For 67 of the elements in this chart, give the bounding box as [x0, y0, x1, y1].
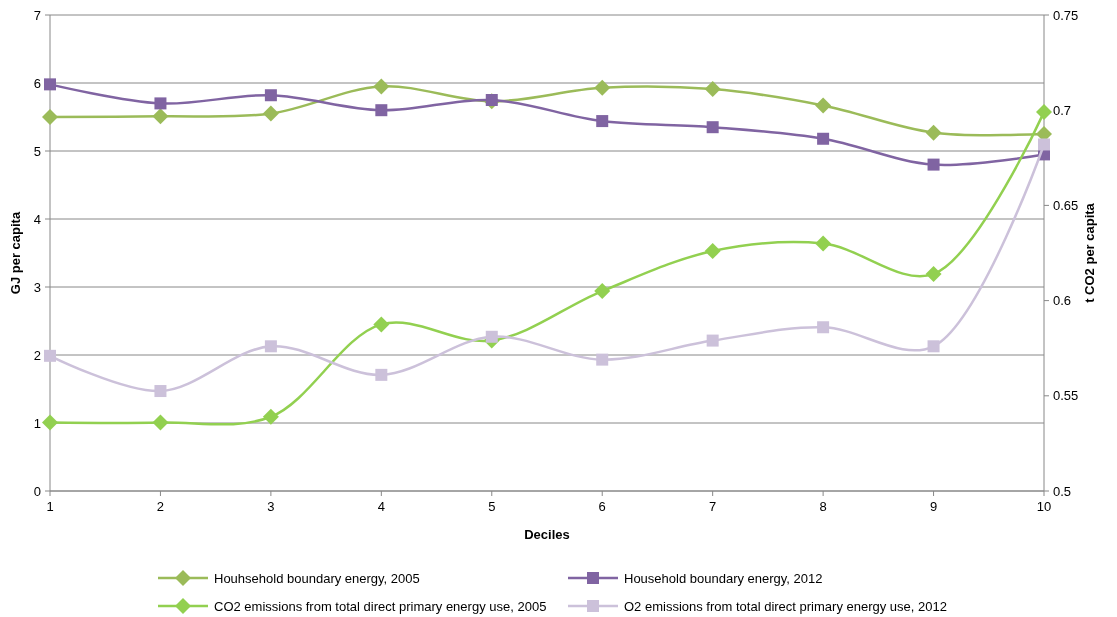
y-tick-label: 2	[33, 347, 41, 363]
point	[817, 321, 830, 334]
point	[154, 385, 167, 398]
point	[596, 353, 609, 366]
point	[817, 132, 830, 145]
x-axis-title: Deciles	[524, 527, 570, 542]
point	[1036, 104, 1052, 121]
legend-label: Houhsehold boundary energy, 2005	[214, 570, 420, 586]
y2-axis-title: t CO2 per capita	[1082, 202, 1097, 303]
point	[262, 408, 279, 425]
point	[264, 340, 277, 353]
point	[152, 414, 169, 431]
y-tick-label: 6	[33, 75, 41, 91]
point	[264, 89, 277, 102]
point	[927, 340, 940, 353]
point	[485, 330, 498, 343]
point	[596, 115, 609, 128]
y2-tick-label: 0.55	[1053, 388, 1079, 404]
legend-label: CO2 emissions from total direct primary energy use, 2005	[214, 598, 547, 614]
legend-label: Household boundary energy, 2012	[624, 570, 823, 586]
point	[704, 243, 721, 260]
point	[375, 368, 388, 381]
point	[375, 104, 388, 117]
x-tick-label: 8	[819, 499, 827, 514]
point	[485, 94, 498, 106]
point	[704, 81, 721, 98]
point	[262, 105, 279, 122]
legend-label: O2 emissions from total direct primary energy use, 2012	[624, 598, 947, 614]
point	[44, 349, 56, 362]
y-tick-label: 3	[33, 279, 41, 295]
y-tick-label: 5	[33, 143, 41, 159]
y-axis-title: GJ per capita	[8, 211, 23, 295]
x-tick-label: 2	[156, 499, 165, 514]
y2-tick-label: 0.75	[1053, 7, 1079, 23]
y2-tick-label: 0.5	[1053, 483, 1072, 499]
point	[154, 97, 167, 110]
y-tick-label: 1	[33, 415, 41, 431]
y-tick-label: 7	[33, 7, 41, 23]
point	[42, 414, 58, 431]
x-tick-label: 9	[929, 499, 938, 514]
x-tick-label: 6	[598, 499, 606, 514]
x-tick-label: 7	[709, 499, 717, 514]
point	[706, 334, 719, 347]
y-tick-label: 0	[33, 483, 41, 499]
point	[44, 78, 56, 91]
x-tick-label: 1	[46, 499, 54, 514]
x-tick-label: 4	[377, 499, 385, 514]
point	[925, 265, 942, 282]
point	[815, 97, 832, 114]
y2-tick-label: 0.6	[1053, 293, 1072, 309]
point	[42, 109, 58, 125]
y-tick-label: 4	[33, 211, 41, 227]
point	[1038, 138, 1050, 151]
point	[927, 158, 940, 171]
point	[594, 79, 611, 96]
point	[152, 108, 169, 125]
x-tick-label: 3	[267, 499, 275, 514]
point	[373, 316, 390, 333]
point	[706, 121, 719, 134]
point	[373, 78, 390, 95]
x-tick-label: 10	[1036, 499, 1052, 514]
y2-tick-label: 0.7	[1053, 102, 1072, 118]
point	[594, 283, 611, 300]
point	[815, 235, 832, 252]
y2-tick-label: 0.65	[1053, 197, 1079, 213]
point	[925, 124, 942, 141]
x-tick-label: 5	[488, 499, 496, 514]
